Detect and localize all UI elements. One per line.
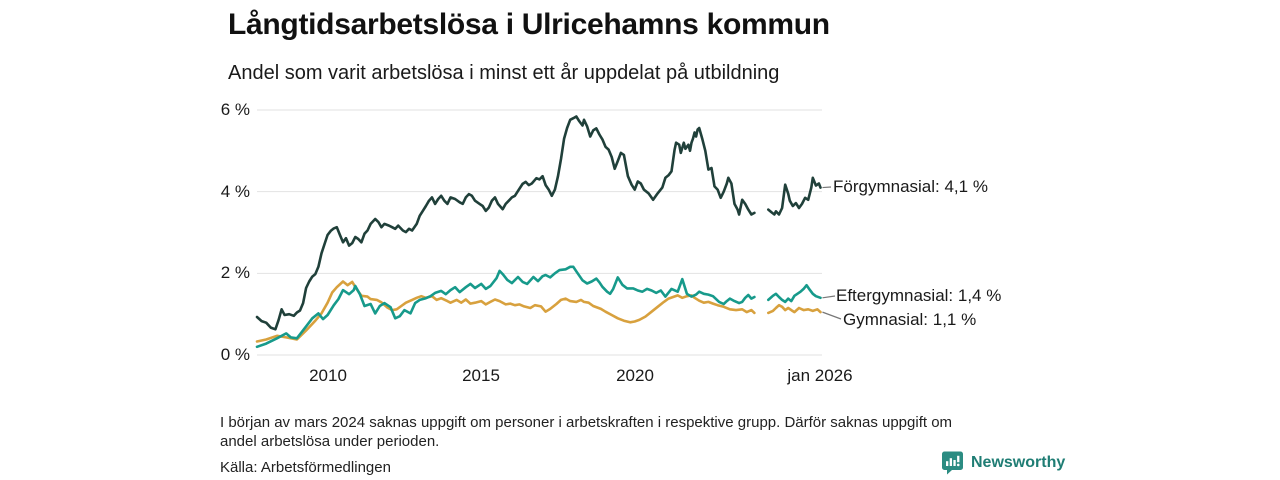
series-end-label-gymnasial: Gymnasial: 1,1 % [843, 310, 977, 329]
series-line-eftergymnasial-seg1 [255, 265, 756, 349]
series-line-gymnasial-seg2 [767, 303, 822, 315]
y-axis-tick-label-6: 6 % [220, 100, 250, 119]
newsworthy-icon [941, 451, 964, 475]
series-line-eftergymnasial-seg2 [767, 283, 822, 304]
y-axis-tick-label-4: 4 % [220, 182, 250, 201]
x-axis-tick-label-2010: 2010 [309, 366, 347, 385]
source-attribution: Källa: Arbetsförmedlingen [220, 459, 391, 476]
x-axis-tick-label-jan-2026: jan 2026 [787, 366, 853, 385]
x-axis-tick-label-2015: 2015 [462, 366, 500, 385]
series-line-förgymnasial-seg2 [767, 176, 822, 216]
page-subtitle: Andel som varit arbetslösa i minst ett å… [228, 62, 780, 84]
footnote-line-1: I början av mars 2024 saknas uppgift om … [220, 414, 953, 431]
label-connector-förgymnasial [822, 186, 832, 189]
footnote-line-2: andel arbetslösa under perioden. [220, 433, 440, 450]
page-title: Långtidsarbetslösa i Ulricehamns kommun [228, 8, 830, 41]
newsworthy-logo[interactable]: Newsworthy [941, 451, 1065, 475]
series-line-förgymnasial-seg1 [255, 115, 756, 331]
x-axis-tick-label-2020: 2020 [616, 366, 654, 385]
series-end-label-eftergymnasial: Eftergymnasial: 1,4 % [836, 286, 1002, 305]
series-line-gymnasial-seg1 [255, 280, 756, 343]
newsworthy-wordmark: Newsworthy [971, 454, 1066, 471]
label-connector-gymnasial [822, 311, 842, 320]
y-axis-tick-label-2: 2 % [220, 263, 250, 282]
series-end-label-forgymnasial: Förgymnasial: 4,1 % [833, 177, 988, 196]
y-axis-tick-label-0: 0 % [220, 345, 250, 364]
label-connector-eftergymnasial [822, 295, 836, 299]
